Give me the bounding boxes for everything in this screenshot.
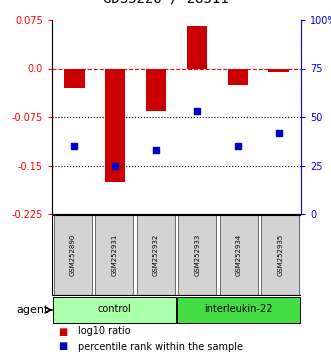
Bar (187, 27, 207, 69)
Bar (137, 215, 175, 295)
Bar (105, 69, 125, 182)
Bar (64, 69, 85, 88)
Bar (53, 297, 176, 322)
Text: GSM252932: GSM252932 (153, 234, 159, 276)
Text: GSM252931: GSM252931 (111, 234, 117, 276)
Text: GSM252935: GSM252935 (277, 234, 283, 276)
Text: GSM252933: GSM252933 (194, 234, 200, 276)
Point (276, 130, 281, 135)
Point (194, 108, 200, 114)
Bar (261, 215, 299, 295)
Text: GSM252934: GSM252934 (236, 234, 242, 276)
Point (235, 143, 240, 149)
Text: ■: ■ (59, 326, 68, 337)
Point (154, 147, 159, 153)
Text: log10 ratio: log10 ratio (78, 326, 131, 337)
Bar (220, 215, 258, 295)
Text: GDS3226 / 28311: GDS3226 / 28311 (103, 0, 228, 6)
Text: agent: agent (16, 305, 49, 315)
Bar (268, 69, 289, 72)
Bar (178, 215, 216, 295)
Point (72, 143, 77, 149)
Bar (95, 215, 133, 295)
Text: interleukin-22: interleukin-22 (205, 304, 273, 314)
Point (113, 163, 118, 169)
Bar (54, 215, 92, 295)
Text: control: control (97, 304, 131, 314)
Bar (146, 69, 166, 110)
Text: ■: ■ (59, 342, 68, 352)
Text: percentile rank within the sample: percentile rank within the sample (78, 342, 244, 352)
Bar (177, 297, 300, 322)
Bar (227, 69, 248, 85)
Text: GSM252890: GSM252890 (70, 234, 76, 276)
